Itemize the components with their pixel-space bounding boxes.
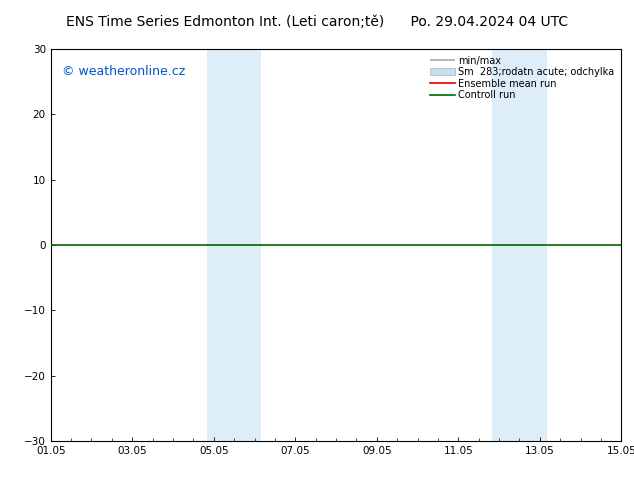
Bar [492,49,547,441]
Bar [207,49,261,441]
Text: ENS Time Series Edmonton Int. (Leti caron;tě)      Po. 29.04.2024 04 UTC: ENS Time Series Edmonton Int. (Leti caro… [66,15,568,29]
Text: © weatheronline.cz: © weatheronline.cz [62,65,185,78]
Legend: min/max, Sm  283;rodatn acute; odchylka, Ensemble mean run, Controll run: min/max, Sm 283;rodatn acute; odchylka, … [428,54,616,102]
